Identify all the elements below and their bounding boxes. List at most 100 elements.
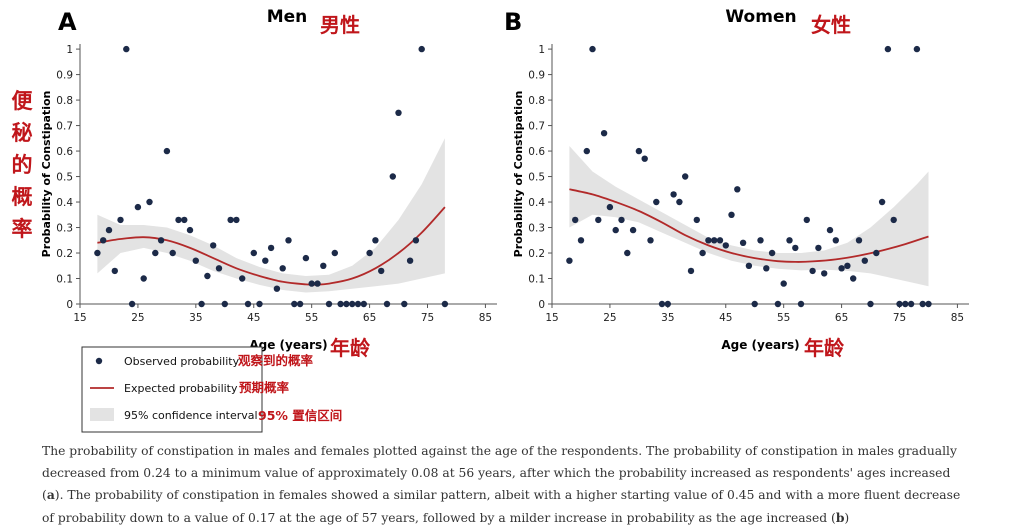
data-point-23 xyxy=(699,249,706,257)
data-point-2 xyxy=(577,237,585,244)
data-point-31 xyxy=(273,285,281,292)
data-point-3 xyxy=(111,267,119,275)
x-axis-title: Age (years) xyxy=(249,338,327,352)
x-tick-label-25: 25 xyxy=(603,312,616,324)
data-point-36 xyxy=(302,254,310,262)
data-point-49 xyxy=(378,267,385,275)
panel-letter: B xyxy=(504,8,522,36)
data-point-26 xyxy=(244,300,252,308)
data-point-36 xyxy=(774,300,782,308)
data-point-7 xyxy=(606,203,614,211)
x-tick-label-25: 25 xyxy=(131,312,144,324)
data-point-56 xyxy=(890,216,897,224)
data-point-52 xyxy=(395,109,402,117)
y-axis-title: Probability of Constipation xyxy=(40,91,53,258)
x-tick-label-65: 65 xyxy=(363,312,376,324)
x-tick-label-65: 65 xyxy=(835,312,848,324)
figure-caption: The probability of constipation in males… xyxy=(42,441,972,530)
data-point-50 xyxy=(855,237,863,244)
data-point-52 xyxy=(867,300,874,308)
x-axis-title-cn: 年龄 xyxy=(330,336,371,360)
x-tick-label-85: 85 xyxy=(479,312,492,324)
data-point-55 xyxy=(884,45,892,53)
chart-title-cn: 女性 xyxy=(811,13,851,37)
data-point-47 xyxy=(366,249,373,257)
data-point-42 xyxy=(337,300,344,308)
data-point-32 xyxy=(279,265,286,272)
x-tick-label-45: 45 xyxy=(719,312,732,324)
y-axis-title-cn-char-3: 概 xyxy=(12,185,33,209)
data-point-53 xyxy=(401,300,408,308)
data-point-0 xyxy=(94,249,101,257)
data-point-16 xyxy=(658,300,666,308)
data-point-7 xyxy=(134,203,142,211)
data-point-16 xyxy=(186,226,194,234)
data-point-53 xyxy=(873,249,880,257)
data-point-56 xyxy=(418,45,425,53)
data-point-28 xyxy=(256,300,263,308)
data-point-5 xyxy=(595,216,602,224)
data-point-20 xyxy=(210,242,217,249)
data-point-44 xyxy=(349,300,356,308)
data-point-50 xyxy=(383,300,391,308)
chart-panel-women: 0 0.1 0.2 0.3 0.4 0.5 0.6 0.7 0.8 0.9 1 15 25 35 45 55 6… xyxy=(504,7,969,360)
x-tick-label-85: 85 xyxy=(951,312,964,324)
data-point-4 xyxy=(589,45,596,53)
data-point-60 xyxy=(913,45,921,53)
data-point-58 xyxy=(902,300,909,308)
y-tick-label-0-6: 0.6 xyxy=(56,146,73,158)
legend-band-label: 95% confidence interval xyxy=(124,409,258,422)
y-tick-label-0-2: 0.2 xyxy=(56,248,73,260)
data-point-33 xyxy=(757,237,764,244)
data-point-19 xyxy=(676,198,683,206)
chart-panel-men: 0 0.1 0.2 0.3 0.4 0.5 0.6 0.7 0.8 0.9 1 15 25 35 45 55 6… xyxy=(12,7,497,360)
data-point-12 xyxy=(163,147,171,155)
y-axis-title-cn-char-1: 秘 xyxy=(12,121,33,145)
x-tick-label-15: 15 xyxy=(545,312,558,324)
legend-observed-marker xyxy=(95,357,103,365)
data-point-25 xyxy=(711,237,718,244)
data-point-9 xyxy=(618,216,625,224)
data-point-8 xyxy=(612,226,619,234)
y-axis-title-cn-char-0: 便 xyxy=(12,89,34,113)
caption-ref-b: b xyxy=(835,510,845,526)
data-point-2 xyxy=(105,226,113,234)
y-tick-label-0-9: 0.9 xyxy=(56,69,73,81)
data-point-62 xyxy=(925,300,932,308)
data-point-10 xyxy=(624,249,631,257)
y-tick-label-0-5: 0.5 xyxy=(56,171,73,183)
data-point-4 xyxy=(117,216,124,224)
figure: 0 0.1 0.2 0.3 0.4 0.5 0.6 0.7 0.8 0.9 1 15 25 35 45 55 6… xyxy=(12,7,969,433)
y-axis-title: Probability of Constipation xyxy=(512,91,525,258)
data-point-5 xyxy=(123,45,130,53)
data-point-15 xyxy=(653,198,660,206)
data-point-3 xyxy=(583,147,590,155)
data-point-22 xyxy=(221,300,228,308)
data-point-0 xyxy=(566,257,573,264)
y-tick-label-0: 0 xyxy=(66,299,73,311)
data-point-44 xyxy=(821,270,828,277)
x-tick-label-55: 55 xyxy=(777,312,790,324)
x-tick-label-15: 15 xyxy=(73,312,86,324)
data-point-1 xyxy=(100,237,107,244)
data-point-17 xyxy=(664,300,671,308)
data-point-6 xyxy=(128,300,136,308)
data-point-43 xyxy=(815,244,822,252)
data-point-11 xyxy=(629,226,637,234)
y-tick-label-0-9: 0.9 xyxy=(528,69,545,81)
data-point-43 xyxy=(343,300,350,308)
y-tick-label-0-8: 0.8 xyxy=(528,95,545,107)
expected-probability-line xyxy=(569,188,929,263)
y-tick-label-0-5: 0.5 xyxy=(528,171,545,183)
data-point-54 xyxy=(878,198,886,206)
chart-title-cn: 男性 xyxy=(320,13,360,37)
data-point-33 xyxy=(285,237,292,244)
data-point-48 xyxy=(844,262,851,269)
data-point-1 xyxy=(572,216,579,224)
data-point-22 xyxy=(693,216,700,224)
data-point-46 xyxy=(832,237,839,244)
y-axis-title-cn-char-2: 的 xyxy=(12,153,33,177)
y-tick-label-0-3: 0.3 xyxy=(528,222,545,234)
y-tick-label-0-1: 0.1 xyxy=(528,273,545,285)
